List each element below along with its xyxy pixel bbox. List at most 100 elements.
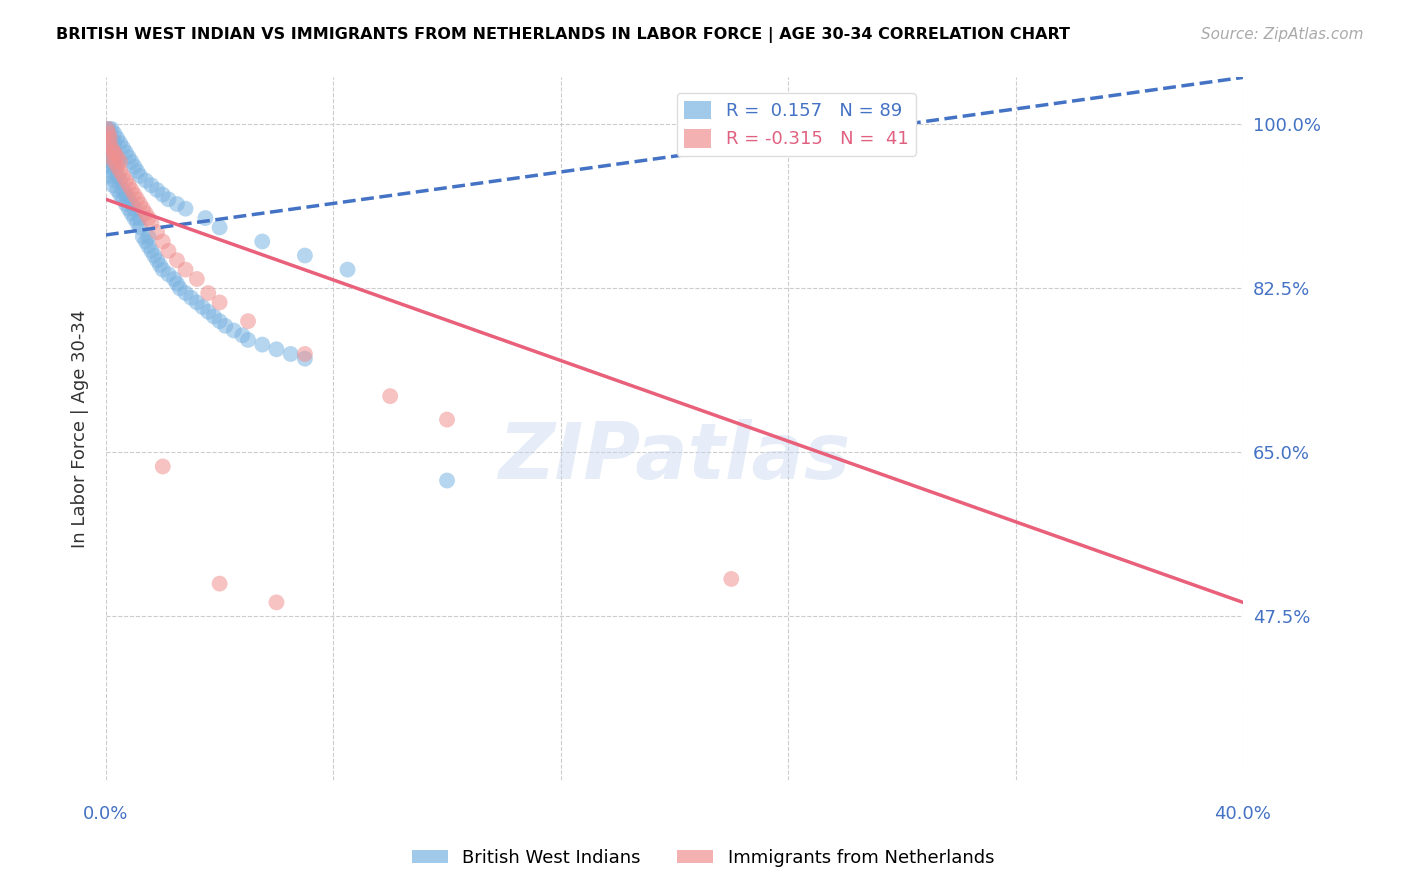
Point bbox=[138, 211, 160, 225]
Point bbox=[117, 150, 139, 164]
Text: 0.0%: 0.0% bbox=[83, 805, 128, 823]
Text: BRITISH WEST INDIAN VS IMMIGRANTS FROM NETHERLANDS IN LABOR FORCE | AGE 30-34 CO: BRITISH WEST INDIAN VS IMMIGRANTS FROM N… bbox=[56, 27, 1070, 43]
Point bbox=[101, 145, 124, 160]
Point bbox=[105, 160, 128, 174]
Point bbox=[97, 127, 120, 141]
Point bbox=[157, 192, 180, 206]
Point bbox=[208, 576, 231, 591]
Point bbox=[103, 127, 125, 141]
Point bbox=[236, 314, 259, 328]
Point bbox=[174, 286, 197, 301]
Point bbox=[252, 235, 274, 249]
Point bbox=[103, 136, 125, 150]
Point bbox=[208, 314, 231, 328]
Point bbox=[114, 173, 136, 187]
Point bbox=[98, 150, 121, 164]
Point bbox=[121, 154, 143, 169]
Point bbox=[121, 206, 143, 220]
Point bbox=[180, 291, 202, 305]
Point bbox=[294, 347, 316, 361]
Point bbox=[105, 150, 128, 164]
Point bbox=[135, 235, 157, 249]
Point bbox=[98, 169, 121, 183]
Point bbox=[108, 164, 131, 178]
Point bbox=[111, 183, 134, 197]
Point bbox=[101, 178, 124, 193]
Point bbox=[127, 164, 149, 178]
Point bbox=[103, 145, 125, 160]
Point bbox=[127, 192, 149, 206]
Point bbox=[108, 187, 131, 202]
Point bbox=[294, 351, 316, 366]
Point bbox=[135, 206, 157, 220]
Point bbox=[108, 173, 131, 187]
Point bbox=[97, 122, 120, 136]
Point bbox=[186, 295, 208, 310]
Point bbox=[174, 202, 197, 216]
Point bbox=[208, 295, 231, 310]
Point bbox=[236, 333, 259, 347]
Point bbox=[97, 131, 120, 145]
Point bbox=[174, 262, 197, 277]
Point bbox=[157, 244, 180, 258]
Point bbox=[163, 272, 186, 286]
Point bbox=[166, 253, 188, 268]
Point bbox=[124, 187, 146, 202]
Point bbox=[138, 229, 160, 244]
Point bbox=[100, 145, 122, 160]
Point bbox=[124, 211, 146, 225]
Point bbox=[129, 211, 152, 225]
Point bbox=[105, 169, 128, 183]
Point bbox=[720, 572, 742, 586]
Point bbox=[121, 183, 143, 197]
Point bbox=[121, 197, 143, 211]
Point bbox=[149, 258, 172, 272]
Point bbox=[100, 164, 122, 178]
Point bbox=[103, 154, 125, 169]
Point bbox=[129, 197, 152, 211]
Point bbox=[97, 136, 120, 150]
Point bbox=[166, 277, 188, 291]
Point bbox=[380, 389, 402, 403]
Point bbox=[436, 412, 458, 426]
Legend: R =  0.157   N = 89, R = -0.315   N =  41: R = 0.157 N = 89, R = -0.315 N = 41 bbox=[676, 94, 915, 156]
Point bbox=[98, 131, 121, 145]
Point bbox=[105, 183, 128, 197]
Point bbox=[127, 216, 149, 230]
Point bbox=[100, 131, 122, 145]
Point bbox=[152, 262, 174, 277]
Point bbox=[135, 173, 157, 187]
Point bbox=[96, 145, 118, 160]
Point bbox=[436, 474, 458, 488]
Point bbox=[166, 197, 188, 211]
Point bbox=[111, 141, 134, 155]
Point bbox=[103, 150, 125, 164]
Y-axis label: In Labor Force | Age 30-34: In Labor Force | Age 30-34 bbox=[72, 310, 89, 549]
Point bbox=[197, 286, 219, 301]
Point bbox=[103, 160, 125, 174]
Point bbox=[194, 211, 217, 225]
Point bbox=[129, 220, 152, 235]
Point bbox=[97, 150, 120, 164]
Point bbox=[108, 136, 131, 150]
Text: ZIPatlas: ZIPatlas bbox=[498, 419, 851, 495]
Point bbox=[96, 122, 118, 136]
Point bbox=[100, 154, 122, 169]
Point bbox=[124, 202, 146, 216]
Point bbox=[146, 183, 169, 197]
Point bbox=[111, 169, 134, 183]
Point bbox=[252, 337, 274, 351]
Point bbox=[214, 318, 236, 333]
Point bbox=[202, 310, 225, 324]
Point bbox=[108, 154, 131, 169]
Point bbox=[143, 248, 166, 262]
Point bbox=[114, 187, 136, 202]
Point bbox=[114, 145, 136, 160]
Point bbox=[280, 347, 302, 361]
Point bbox=[132, 202, 155, 216]
Point bbox=[208, 220, 231, 235]
Point bbox=[266, 595, 288, 609]
Point bbox=[186, 272, 208, 286]
Text: 40.0%: 40.0% bbox=[1215, 805, 1271, 823]
Point bbox=[117, 178, 139, 193]
